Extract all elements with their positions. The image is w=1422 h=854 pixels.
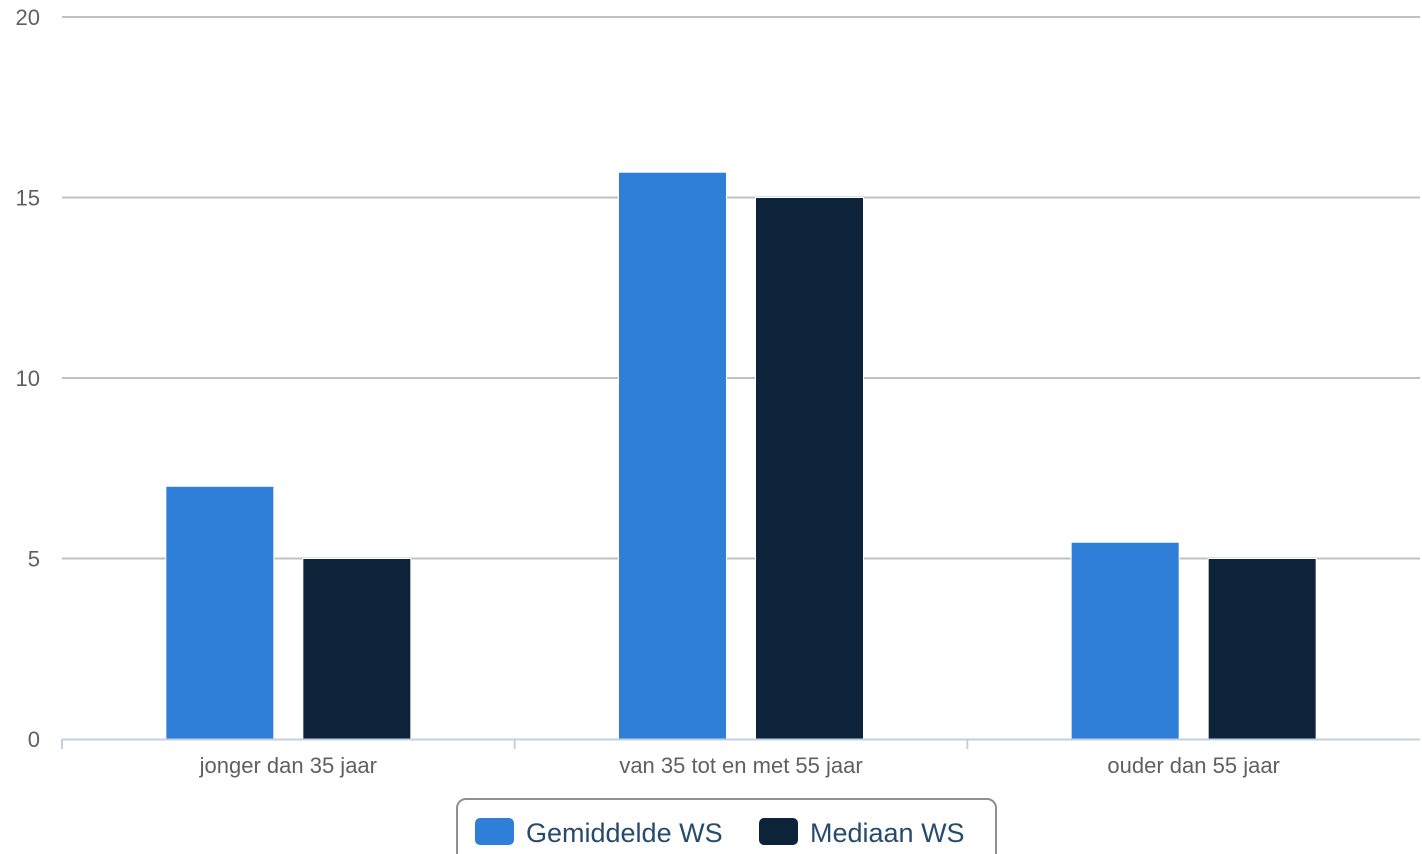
legend-swatch-gemiddelde[interactable] (475, 818, 514, 845)
bars (165, 171, 1317, 740)
bar-mediaan[interactable] (1207, 558, 1317, 740)
x-tick-label: jonger dan 35 jaar (199, 753, 377, 778)
legend: Gemiddelde WS Mediaan WS (456, 798, 997, 854)
legend-label-mediaan[interactable]: Mediaan WS (810, 818, 965, 848)
y-tick-label: 0 (28, 727, 40, 752)
y-tick-label: 20 (16, 5, 40, 30)
bar-gemiddelde[interactable] (618, 171, 727, 740)
y-tick-label: 10 (16, 366, 40, 391)
y-tick-label: 5 (28, 547, 40, 572)
y-axis-tick-labels: 0 5 10 15 20 (16, 5, 40, 752)
legend-swatch-mediaan[interactable] (759, 818, 798, 845)
bar-mediaan[interactable] (755, 197, 864, 740)
x-tick-label: ouder dan 55 jaar (1107, 753, 1279, 778)
bar-gemiddelde[interactable] (165, 485, 275, 740)
legend-label-gemiddelde[interactable]: Gemiddelde WS (526, 818, 723, 848)
x-tick-label: van 35 tot en met 55 jaar (619, 753, 862, 778)
bar-mediaan[interactable] (302, 558, 412, 740)
legend-box (456, 798, 997, 854)
y-tick-label: 15 (16, 186, 40, 211)
gridlines (62, 16, 1420, 560)
bar-gemiddelde[interactable] (1070, 541, 1180, 740)
x-axis: jonger dan 35 jaar van 35 tot en met 55 j… (61, 738, 1420, 778)
